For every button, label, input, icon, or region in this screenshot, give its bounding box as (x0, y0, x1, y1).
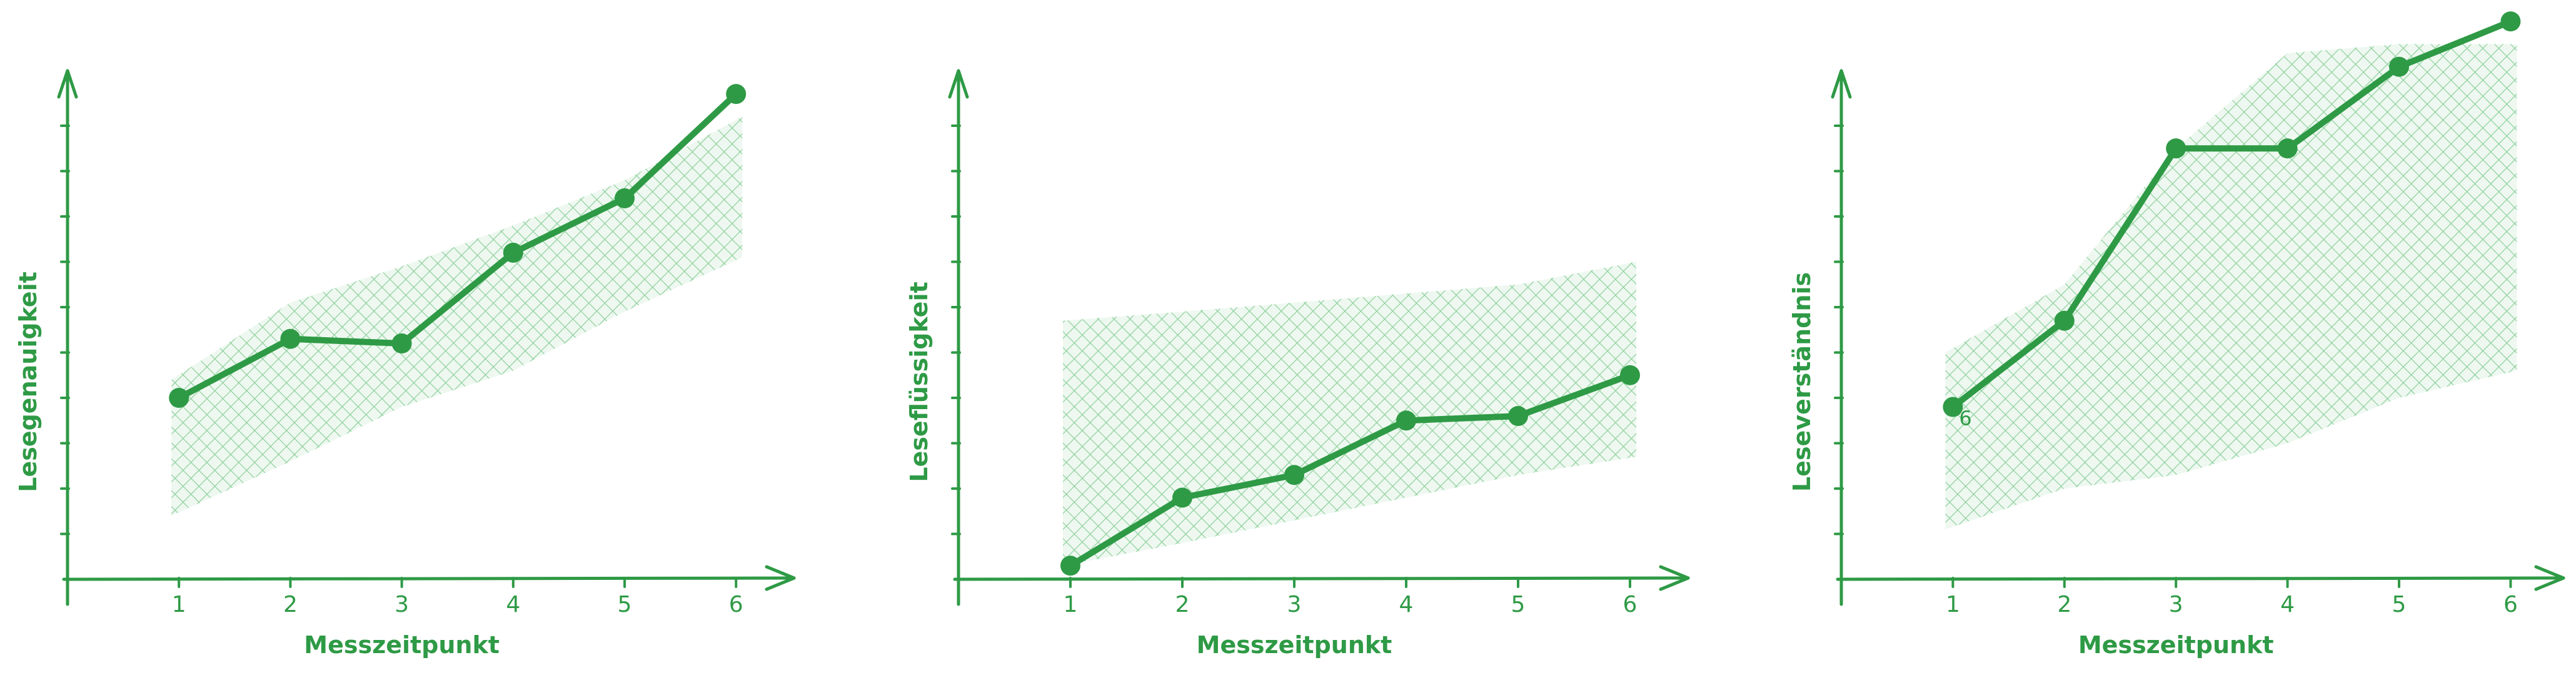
x-tick-label: 1 (1064, 592, 1078, 617)
x-tick-label: 6 (729, 592, 743, 617)
x-tick-label: 3 (1287, 592, 1302, 617)
chart-panel-3: 1 2 3 4 5 6 6 Leseverständnis Messzeitpunkt (1788, 11, 2565, 659)
data-point (280, 328, 301, 349)
data-point (2500, 11, 2521, 32)
x-axis-line (62, 576, 796, 581)
x-tick-label: 6 (2503, 592, 2518, 617)
data-point (2166, 138, 2186, 159)
range-band (171, 116, 743, 516)
x-axis-arrow (1659, 565, 1690, 591)
x-axis-label: Messzeitpunkt (1197, 631, 1392, 659)
x-tick-label: 1 (1946, 592, 1960, 617)
data-point (1284, 465, 1304, 485)
x-tick-label: 2 (1175, 592, 1190, 617)
data-point (503, 243, 523, 263)
y-axis-label: Leseverständnis (1788, 272, 1816, 492)
x-tick-label: 5 (618, 592, 632, 617)
x-axis-label: Messzeitpunkt (304, 631, 500, 659)
x-axis-arrow (2534, 565, 2565, 591)
chart-panel-2: 1 2 3 4 5 6 Leseflüssigkeit Messzeitpunkt (905, 69, 1690, 659)
x-tick-label: 4 (2280, 592, 2295, 617)
y-axis-arrow (1831, 69, 1852, 99)
data-point (1620, 365, 1640, 385)
y-axis-arrow (57, 69, 78, 99)
series-line (1067, 372, 1633, 569)
x-tick-label: 5 (1511, 592, 1526, 617)
y-axis-label: Leseflüssigkeit (905, 282, 933, 482)
series-line (1950, 18, 2514, 410)
data-point (391, 333, 412, 353)
x-tick-label: 3 (395, 592, 409, 617)
data-point (1396, 410, 1416, 431)
data-point (1508, 406, 1528, 426)
annotation-text: 6 (1959, 407, 1971, 430)
x-axis-label: Messzeitpunkt (2078, 631, 2274, 659)
data-point (1172, 487, 1192, 508)
data-point (726, 84, 747, 104)
x-tick-label: 2 (2057, 592, 2071, 617)
x-tick-label: 2 (283, 592, 298, 617)
y-axis-arrow (948, 69, 969, 99)
data-point (1060, 556, 1080, 576)
x-tick-label: 3 (2169, 592, 2183, 617)
y-axis-label: Lesegenauigkeit (14, 272, 42, 492)
x-axis-line (953, 576, 1690, 581)
data-point (1943, 397, 1963, 417)
series-line (176, 91, 740, 401)
data-point (2389, 56, 2409, 77)
data-point (615, 188, 635, 208)
range-band (1945, 44, 2517, 530)
data-point (2277, 138, 2298, 159)
x-tick-label: 6 (1623, 592, 1638, 617)
x-tick-label: 4 (506, 592, 520, 617)
x-tick-label: 1 (172, 592, 186, 617)
x-axis-arrow (765, 565, 796, 591)
x-tick-label: 4 (1399, 592, 1414, 617)
x-tick-label: 5 (2392, 592, 2407, 617)
x-axis-line (1836, 576, 2565, 581)
data-point (2054, 310, 2075, 331)
chart-panel-1: 1 2 3 4 5 6 Lesegenauigkeit Messzeitpunkt (14, 69, 796, 659)
data-point (169, 388, 189, 408)
